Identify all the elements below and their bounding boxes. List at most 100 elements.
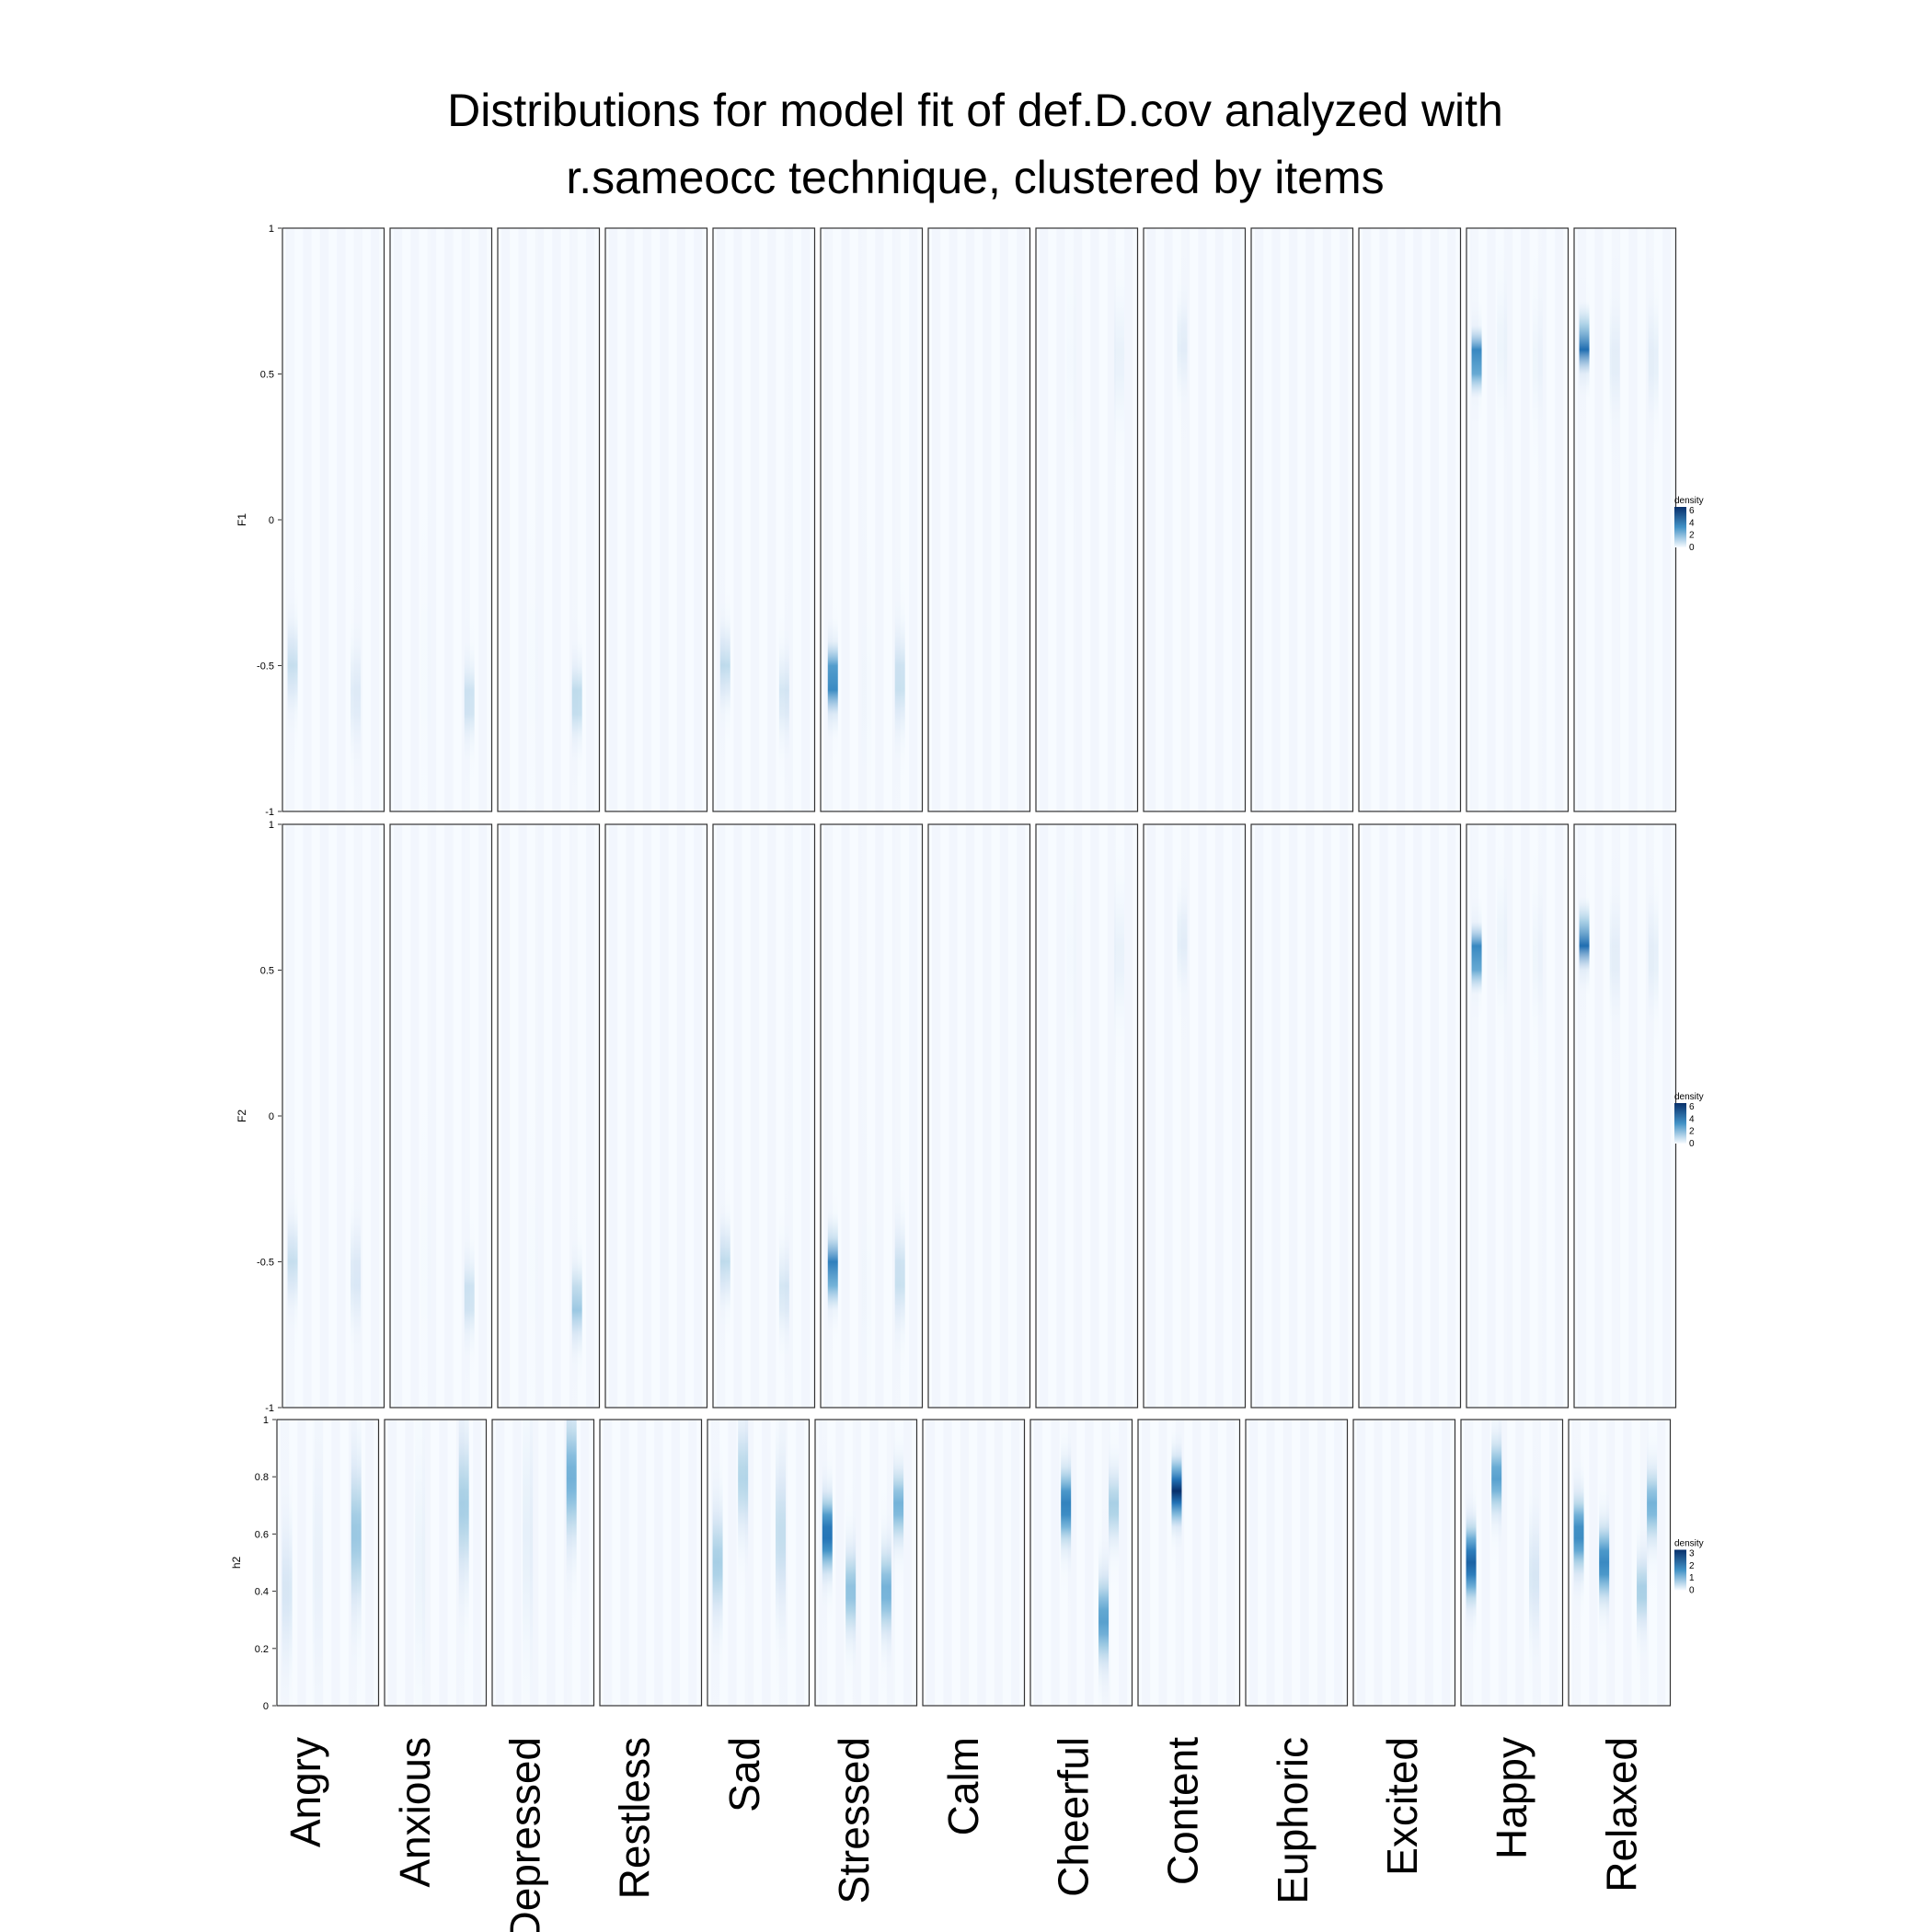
legend-label: 2	[1689, 531, 1695, 541]
facet-f2-restless	[604, 823, 708, 1409]
facet-f2-relaxed	[1573, 823, 1677, 1409]
background-streak	[642, 824, 652, 1408]
background-streak	[762, 1420, 771, 1706]
facet-h2-excited	[1352, 1419, 1456, 1707]
background-streak	[1198, 824, 1207, 1408]
density-streak	[1648, 228, 1659, 811]
facet-border	[1250, 823, 1354, 1409]
background-streak	[1396, 228, 1406, 811]
density-streak	[287, 228, 298, 811]
density-streak	[1114, 824, 1125, 1408]
category-label-angry: Angry	[282, 1737, 329, 1847]
background-streak	[1589, 1420, 1598, 1706]
background-streak	[388, 1420, 397, 1706]
background-streak	[1034, 1420, 1043, 1706]
background-streak	[421, 1420, 431, 1706]
facet-border	[1358, 823, 1462, 1409]
facet-h2-angry	[276, 1419, 380, 1707]
y-tick-label: 0	[269, 1111, 274, 1122]
y-tick-label: -1	[265, 1403, 274, 1414]
facet-border	[707, 1419, 811, 1707]
density-streak	[1466, 1420, 1477, 1706]
facet-f1-angry	[282, 227, 385, 812]
background-streak	[303, 228, 312, 811]
facet-f2-euphoric	[1250, 823, 1354, 1409]
legend-colorbar	[1674, 1103, 1686, 1144]
background-streak	[1549, 1420, 1558, 1706]
background-streak	[1340, 228, 1349, 811]
density-streak	[778, 228, 789, 811]
background-streak	[1487, 228, 1496, 811]
density-streak	[1098, 1420, 1110, 1706]
y-axis-title: F1	[236, 513, 248, 526]
background-streak	[1164, 824, 1173, 1408]
density-streak	[1532, 228, 1543, 811]
facet-f1-content	[1143, 227, 1247, 812]
density-streak	[1529, 1420, 1540, 1706]
y-tick-label: 1	[269, 224, 274, 235]
background-streak	[609, 824, 618, 1408]
background-streak	[1662, 824, 1672, 1408]
chart-title-line-2: r.sameocc technique, clustered by items	[566, 152, 1384, 203]
background-streak	[835, 1420, 845, 1706]
background-streak	[1011, 1420, 1020, 1706]
y-tick-label: -0.5	[257, 1258, 274, 1269]
background-streak	[581, 1420, 590, 1706]
background-streak	[903, 1420, 913, 1706]
background-streak	[1271, 228, 1281, 811]
legend-label: 1	[1689, 1573, 1695, 1583]
facet-f2-content	[1143, 823, 1247, 1409]
background-streak	[1288, 228, 1298, 811]
legend-title: density	[1674, 1539, 1704, 1549]
background-streak	[1521, 824, 1530, 1408]
facet-border	[1029, 1419, 1133, 1707]
y-tick-label: 0.5	[260, 966, 274, 977]
density-streak	[351, 824, 362, 1408]
background-streak	[501, 228, 511, 811]
background-streak	[676, 824, 685, 1408]
facet-background	[600, 1420, 702, 1706]
background-streak	[1662, 228, 1672, 811]
background-streak	[1374, 1420, 1383, 1706]
facet-background	[1574, 824, 1676, 1408]
legend-colorbar	[1674, 1549, 1686, 1591]
background-streak	[535, 824, 545, 1408]
background-streak	[801, 824, 811, 1408]
background-streak	[371, 824, 380, 1408]
background-streak	[1249, 1420, 1259, 1706]
density-streak	[719, 228, 730, 811]
density-streak	[1114, 228, 1125, 811]
background-streak	[1594, 824, 1604, 1408]
y-tick-label: 0.2	[255, 1644, 269, 1655]
background-streak	[337, 824, 346, 1408]
background-streak	[1067, 1420, 1077, 1706]
background-streak	[994, 1420, 1003, 1706]
background-streak	[604, 1420, 613, 1706]
chart-title-line-1: Distributions for model fit of def.D.cov…	[447, 85, 1503, 136]
density-streak	[528, 228, 539, 811]
facet-background	[282, 824, 385, 1408]
facet-border	[927, 227, 1031, 812]
density-streak	[566, 1420, 577, 1706]
background-streak	[1430, 824, 1439, 1408]
density-streak	[1637, 1420, 1648, 1706]
density-streak	[1471, 228, 1482, 811]
background-streak	[319, 228, 329, 811]
background-streak	[875, 824, 884, 1408]
legend-label: 4	[1689, 1114, 1695, 1124]
background-streak	[949, 824, 958, 1408]
background-streak	[1107, 824, 1116, 1408]
background-streak	[365, 1420, 374, 1706]
background-streak	[1379, 824, 1388, 1408]
facet-h2-calm	[922, 1419, 1026, 1707]
background-streak	[410, 228, 420, 811]
facet-border	[276, 1419, 380, 1707]
background-streak	[1447, 228, 1456, 811]
density-streak	[1109, 1420, 1120, 1706]
background-streak	[999, 228, 1008, 811]
facet-border	[922, 1419, 1026, 1707]
background-streak	[1147, 824, 1156, 1408]
facet-f2-cheerful	[1035, 823, 1139, 1409]
density-streak	[571, 228, 582, 811]
category-label-content: Content	[1159, 1737, 1207, 1885]
